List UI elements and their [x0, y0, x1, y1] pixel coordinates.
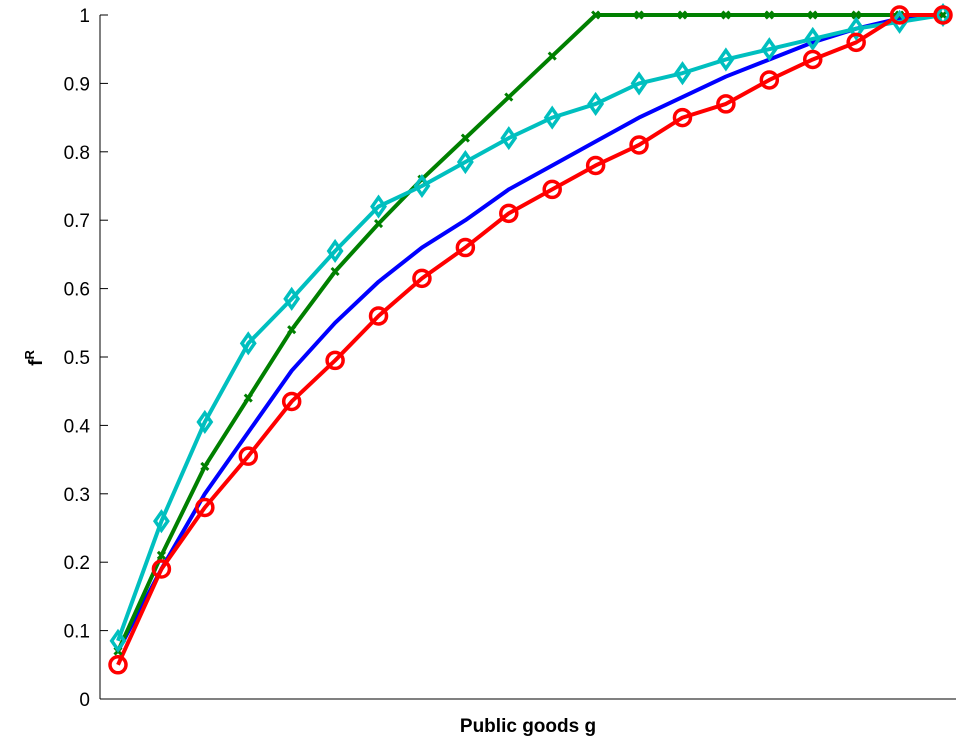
- data-point-diamond: [283, 286, 301, 311]
- y-tick-label: 0.2: [64, 553, 90, 574]
- data-point-circle: [629, 135, 649, 155]
- data-point-diamond: [717, 47, 735, 72]
- y-axis-label: fR: [22, 350, 47, 366]
- series-layer: [116, 13, 944, 666]
- data-point-x: [156, 550, 166, 560]
- series-line-4: [116, 13, 943, 666]
- y-tick-label: 0.8: [64, 143, 90, 164]
- data-point-x: [634, 10, 644, 20]
- data-point-x: [330, 266, 340, 277]
- data-point-diamond: [456, 150, 474, 175]
- data-point-circle: [759, 70, 780, 90]
- data-point-diamond: [674, 61, 691, 86]
- data-point-diamond: [804, 26, 822, 51]
- data-point-x: [764, 10, 774, 20]
- data-point-diamond: [587, 91, 605, 116]
- data-point-circle: [499, 203, 519, 224]
- data-point-circle: [195, 497, 215, 518]
- y-tick-label: 0.1: [64, 622, 90, 643]
- data-point-diamond: [543, 105, 561, 130]
- data-point-circle: [802, 49, 823, 70]
- data-point-diamond: [109, 628, 127, 653]
- data-point-circle: [151, 559, 172, 579]
- data-point-circle: [108, 655, 128, 675]
- y-tick-label: 0.9: [64, 74, 90, 95]
- data-point-diamond: [370, 194, 387, 219]
- data-point-circle: [672, 107, 693, 128]
- data-point-x: [591, 10, 601, 20]
- data-point-x: [851, 10, 861, 20]
- data-point-circle: [889, 5, 910, 25]
- data-point-x: [460, 133, 470, 143]
- data-point-x: [721, 10, 731, 20]
- y-axis-label-main: f: [26, 359, 47, 366]
- y-tick-label: 0: [79, 690, 90, 711]
- data-point-x: [373, 219, 384, 229]
- data-point-diamond: [500, 126, 518, 151]
- data-point-circle: [542, 179, 562, 200]
- data-point-circle: [716, 94, 736, 114]
- data-point-diamond: [847, 16, 865, 41]
- y-tick-label: 0.7: [64, 211, 90, 232]
- data-point-x: [200, 461, 210, 472]
- data-point-diamond: [760, 37, 778, 62]
- y-tick-label: 1: [79, 6, 90, 27]
- data-point-circle: [238, 446, 259, 466]
- data-point-x: [243, 393, 253, 403]
- data-point-x: [677, 10, 688, 20]
- data-point-circle: [281, 391, 302, 412]
- data-point-x: [547, 51, 557, 61]
- series-line-2: [116, 13, 943, 652]
- data-point-circle: [455, 237, 476, 258]
- data-point-circle: [325, 350, 345, 371]
- data-point-diamond: [630, 71, 648, 96]
- data-point-diamond: [413, 173, 431, 199]
- data-point-x: [938, 10, 948, 20]
- y-tick-label: 0.3: [64, 485, 90, 506]
- series-line-1: [116, 13, 944, 653]
- y-tick-label: 0.4: [64, 416, 91, 437]
- data-point-x: [287, 325, 297, 335]
- data-point-diamond: [239, 331, 257, 356]
- axes: 0 0.1 0.2 0.3 0.4 0.5 0.6 0.7 0.8 0.9 1: [64, 6, 956, 711]
- data-point-diamond: [326, 238, 344, 264]
- data-point-circle: [933, 5, 953, 25]
- data-point-circle: [412, 268, 432, 289]
- y-tick-label: 0.6: [64, 280, 90, 301]
- data-point-diamond: [196, 409, 214, 435]
- data-point-diamond: [891, 9, 909, 34]
- series-line-3: [116, 13, 944, 642]
- y-axis-label-superscript: R: [22, 350, 37, 360]
- data-point-x: [808, 10, 818, 20]
- data-point-circle: [585, 155, 606, 176]
- data-point-circle: [846, 32, 866, 53]
- data-point-circle: [368, 306, 389, 326]
- data-point-x: [504, 92, 514, 102]
- x-axis-label: Public goods g: [460, 716, 596, 737]
- marker-layer: [108, 2, 953, 675]
- y-tick-label: 0.5: [64, 348, 90, 369]
- data-point-diamond: [152, 509, 170, 534]
